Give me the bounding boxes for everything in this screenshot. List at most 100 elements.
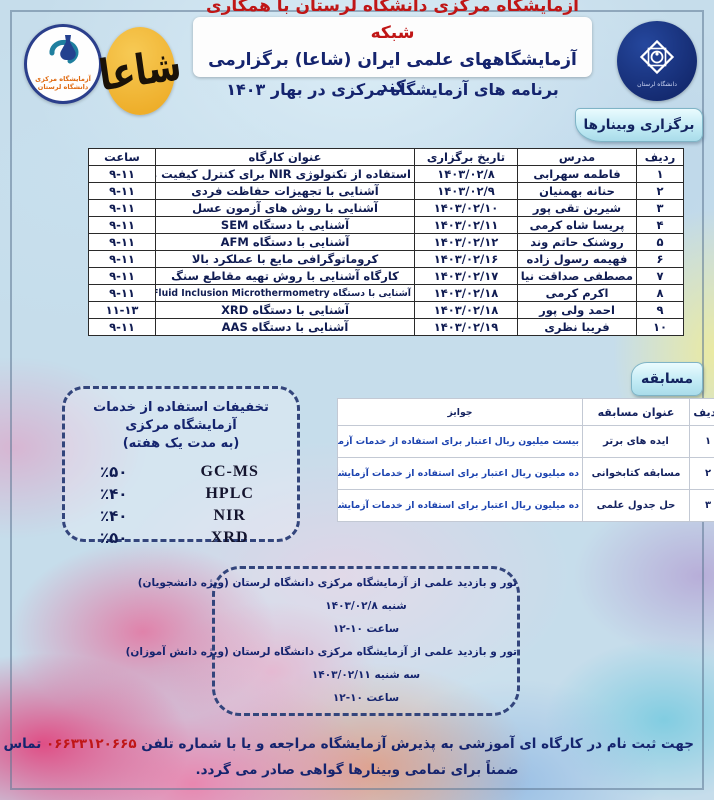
webinar-cell: ۱۴۰۳/۰۲/۱۱ xyxy=(414,216,518,234)
webinar-cell: ۹-۱۱ xyxy=(88,199,156,217)
webinar-row: ۵ روشنک حاتم وند ۱۴۰۳/۰۲/۱۲ آشنایی با دستگا… xyxy=(88,233,684,251)
webinar-cell: فریبا نظری xyxy=(517,318,637,336)
discount-service: HPLC xyxy=(205,485,254,502)
webinar-cell: استفاده از تکنولوژی NIR برای کنترل کیفیت… xyxy=(155,165,415,183)
header-title-box: آزمایشگاه مرکزی دانشگاه لرستان با همکاری… xyxy=(193,0,592,97)
discount-row: ٪۵۰ XRD xyxy=(65,527,297,549)
webinar-cell: ۸ xyxy=(636,284,684,302)
competition-row: ۲ مسابقه کتابخوانی ده میلیون ریال اعتبار ب… xyxy=(337,457,714,490)
tour-line: ساعت ۱۰-۱۲ xyxy=(332,692,400,704)
discount-percent: ٪۵۰ xyxy=(99,463,128,481)
webinar-cell: کارگاه آشنایی با روش تهیه مقاطع سنگ xyxy=(155,267,415,285)
webinar-cell: ۹-۱۱ xyxy=(88,233,156,251)
webinar-row: ۹ احمد ولی پور ۱۴۰۳/۰۲/۱۸ آشنایی با دستگاه … xyxy=(88,301,684,319)
webinar-cell: ۹-۱۱ xyxy=(88,182,156,200)
webinar-cell: ۱۰ xyxy=(636,318,684,336)
webinar-row: ۸ اکرم کرمی ۱۴۰۳/۰۲/۱۸ آشنایی با دستگاه Flu… xyxy=(88,284,684,302)
column-header: عنوان کارگاه xyxy=(155,148,415,166)
webinars-table-header-row: ردیف مدرس تاریخ برگزاری عنوان کارگاه ساعت xyxy=(88,148,684,166)
footer-line1-prefix: جهت ثبت نام در کارگاه ای آموزشی به پذیرش… xyxy=(136,736,694,752)
webinar-row: ۶ فهیمه رسول زاده ۱۴۰۳/۰۲/۱۶ کروماتوگرافی م… xyxy=(88,250,684,268)
university-logo-icon: دانشگاه لرستان xyxy=(617,21,697,101)
column-header: مدرس xyxy=(517,148,637,166)
title-line-1: آزمایشگاه مرکزی دانشگاه لرستان با همکاری… xyxy=(206,0,579,43)
discount-percent: ٪۵۰ xyxy=(99,529,128,547)
webinar-cell: احمد ولی پور xyxy=(517,301,637,319)
discounts-box: تخفیفات استفاده از خدمات آزمایشگاه مرکزی… xyxy=(62,386,300,547)
webinar-cell: ۳ xyxy=(636,199,684,217)
column-header: ساعت xyxy=(88,148,156,166)
tour-line: سه شنبه ۱۴۰۳/۰۲/۱۱ xyxy=(311,669,421,681)
webinar-cell: ۹-۱۱ xyxy=(88,267,156,285)
title-line-2: آزمایشگاههای علمی ایران (شاعا) برگزارمی … xyxy=(208,50,577,97)
column-header: ردیف xyxy=(636,148,684,166)
header-subtitle: برنامه های آزمایشگاه مرکزی در بهار ۱۴۰۳ xyxy=(226,80,559,99)
competition-row: ۱ ایده های برتر بیست میلیون ریال اعتبار بر… xyxy=(337,425,714,458)
webinar-cell: ۹-۱۱ xyxy=(88,250,156,268)
footer-line1-suffix: تماس حاصل فرمایید. xyxy=(0,736,42,752)
webinar-cell: آشنایی با روش های آزمون عسل xyxy=(155,199,415,217)
webinar-cell: آشنایی با دستگاه XRD xyxy=(155,301,415,319)
discount-service: XRD xyxy=(210,529,249,546)
discount-row: ٪۴۰ NIR xyxy=(65,505,297,527)
footer-certificate-line: ضمناً برای تمامی وبینارها گواهی صادر می … xyxy=(195,762,519,778)
central-lab-emblem-icon xyxy=(49,35,79,64)
webinar-cell: فاطمه سهرابی xyxy=(517,165,637,183)
discount-percent: ٪۴۰ xyxy=(99,485,128,503)
webinar-cell: ۱۴۰۳/۰۲/۱۹ xyxy=(414,318,518,336)
webinars-banner: برگزاری وبینارها xyxy=(575,108,703,142)
webinar-cell: ۵ xyxy=(636,233,684,251)
webinar-cell: ۱۴۰۳/۰۲/۱۸ xyxy=(414,284,518,302)
webinar-row: ۱۰ فریبا نظری ۱۴۰۳/۰۲/۱۹ آشنایی با دستگاه A… xyxy=(88,318,684,336)
webinar-cell: ۱۴۰۳/۰۲/۱۰ xyxy=(414,199,518,217)
tours-box: تور و بازدید علمی از آزمایشگاه مرکزی دان… xyxy=(126,566,520,716)
webinar-cell: ۹-۱۱ xyxy=(88,165,156,183)
webinar-row: ۴ پریسا شاه کرمی ۱۴۰۳/۰۲/۱۱ آشنایی با دستگا… xyxy=(88,216,684,234)
tour-line: ساعت ۱۰-۱۲ xyxy=(332,623,400,635)
shaa-calligraphy: شاعا xyxy=(95,40,185,102)
column-header: تاریخ برگزاری xyxy=(414,148,518,166)
shaa-network-logo-icon: شاعا xyxy=(96,27,184,115)
discount-row: ٪۴۰ HPLC xyxy=(65,483,297,505)
webinar-cell: ۱۴۰۳/۰۲/۱۸ xyxy=(414,301,518,319)
column-header: عنوان مسابقه xyxy=(582,398,690,426)
discount-service: NIR xyxy=(213,507,246,524)
webinar-row: ۲ حنانه بهمنیان ۱۴۰۳/۰۲/۹ آشنایی با تجهیزات… xyxy=(88,182,684,200)
central-lab-logo-line2: دانشگاه لرستان xyxy=(37,83,89,91)
webinar-cell: ۱۴۰۳/۰۲/۱۶ xyxy=(414,250,518,268)
webinar-cell: ۱ xyxy=(636,165,684,183)
central-lab-logo-line1: آزمایشگاه مرکزی xyxy=(35,75,91,83)
webinar-cell: آشنایی با دستگاه AFM xyxy=(155,233,415,251)
webinar-cell: ۹ xyxy=(636,301,684,319)
competition-row: ۳ حل جدول علمی ده میلیون ریال اعتبار برای … xyxy=(337,489,714,522)
tour-line: شنبه ۱۴۰۳/۰۲/۸ xyxy=(325,600,407,612)
webinar-row: ۳ شیرین تقی پور ۱۴۰۳/۰۲/۱۰ آشنایی با روش ها… xyxy=(88,199,684,217)
webinar-cell: ۹-۱۱ xyxy=(88,216,156,234)
webinar-cell: شیرین تقی پور xyxy=(517,199,637,217)
webinar-cell: ۹-۱۱ xyxy=(88,318,156,336)
webinar-cell: فهیمه رسول زاده xyxy=(517,250,637,268)
webinar-cell: ۱۴۰۳/۰۲/۹ xyxy=(414,182,518,200)
webinar-cell: ۱۴۰۳/۰۲/۱۷ xyxy=(414,267,518,285)
discount-percent: ٪۴۰ xyxy=(99,507,128,525)
webinar-row: ۷ مصطفی صداقت نیا ۱۴۰۳/۰۲/۱۷ کارگاه آشنایی … xyxy=(88,267,684,285)
discounts-title-line1: تخفیفات استفاده از خدمات آزمایشگاه مرکزی xyxy=(93,400,269,433)
column-header: جوایز xyxy=(337,398,583,426)
webinar-cell: اکرم کرمی xyxy=(517,284,637,302)
university-emblem-icon xyxy=(639,39,675,75)
central-lab-logo-icon: آزمایشگاه مرکزی دانشگاه لرستان xyxy=(24,24,102,104)
webinar-cell: ۱۱-۱۳ xyxy=(88,301,156,319)
tour-line: تور و بازدید علمی از آزمایشگاه مرکزی دان… xyxy=(137,577,517,589)
webinar-cell: مصطفی صداقت نیا xyxy=(517,267,637,285)
webinar-cell: ۱۴۰۳/۰۲/۸ xyxy=(414,165,518,183)
column-header: ردیف xyxy=(689,398,714,426)
webinar-cell: آشنایی با دستگاه SEM xyxy=(155,216,415,234)
prize-text: بیست میلیون ریال اعتبار برای استفاده از … xyxy=(338,436,580,447)
university-logo-label: دانشگاه لرستان xyxy=(637,81,677,88)
webinar-cell: روشنک حاتم وند xyxy=(517,233,637,251)
webinar-row: ۱ فاطمه سهرابی ۱۴۰۳/۰۲/۸ استفاده از تکنولوژ… xyxy=(88,165,684,183)
